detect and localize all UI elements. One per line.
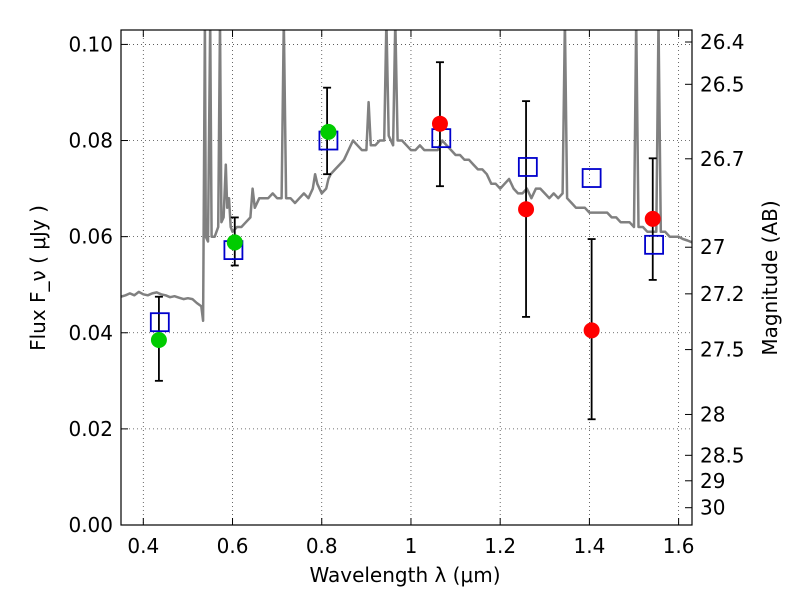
x-axis-label: Wavelength λ (μm): [309, 563, 500, 587]
y-axis-label: Flux F_ν ( μJy ): [26, 205, 50, 351]
observed-flux-point: [518, 201, 535, 218]
right-tick-label: 28.5: [700, 443, 745, 467]
right-tick-label: 26.4: [700, 30, 745, 54]
y-tick-label: 0.10: [68, 32, 113, 56]
x-tick-label: 1.6: [663, 534, 695, 558]
right-tick-label: 30: [700, 496, 725, 520]
observed-flux-point: [226, 234, 243, 251]
y-tick-label: 0.00: [68, 513, 113, 537]
right-axis-label: Magnitude (AB): [758, 200, 782, 355]
observed-flux-point: [583, 322, 600, 339]
model-flux-square: [581, 168, 602, 188]
observed-flux-point: [150, 331, 167, 348]
y-tick-label: 0.04: [68, 321, 113, 345]
x-tick-label: 1.2: [484, 534, 516, 558]
right-tick-label: 27.2: [700, 282, 745, 306]
y-tick-label: 0.06: [68, 225, 113, 249]
observed-flux-point: [431, 115, 448, 132]
y-tick-label: 0.02: [68, 417, 113, 441]
model-flux-square: [644, 234, 664, 255]
model-flux-square: [149, 312, 170, 333]
right-tick-label: 29: [700, 469, 725, 493]
x-tick-label: 0.6: [217, 534, 249, 558]
grid: [121, 30, 692, 526]
y-tick-label: 0.08: [68, 129, 113, 153]
x-tick-label: 0.8: [306, 534, 338, 558]
right-tick-label: 27: [700, 235, 725, 259]
right-tick-label: 28: [700, 402, 725, 426]
x-tick-label: 1: [405, 534, 418, 558]
plot-frame: [120, 29, 693, 526]
right-tick-label: 27.5: [700, 338, 745, 362]
x-tick-label: 1.4: [573, 534, 605, 558]
axis-ticks: 0.4 0.6 0.8 1 1.2 1.4 1.6 0.00 0.02 0.04 0.06 0.08 0…: [68, 30, 745, 558]
observed-flux-point: [644, 210, 661, 227]
observed-flux-point: [320, 123, 337, 140]
x-tick-label: 0.4: [127, 534, 159, 558]
right-tick-label: 26.5: [700, 72, 745, 96]
right-tick-label: 26.7: [700, 147, 745, 171]
model-flux-square: [517, 157, 538, 177]
model-spectrum-line: [121, 30, 692, 323]
plot-area: [121, 30, 692, 421]
